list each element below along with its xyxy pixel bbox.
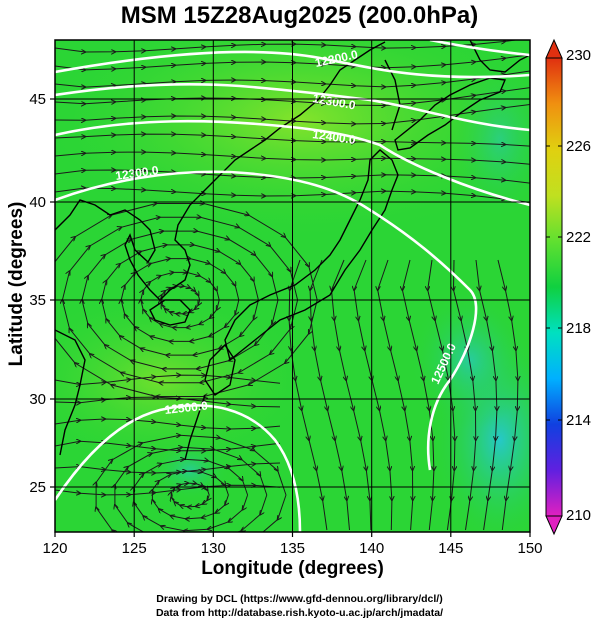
- streamline: [55, 54, 530, 70]
- credit-data: Data from http://database.rish.kyoto-u.a…: [155, 607, 444, 619]
- colorbar-tick-label: 214: [566, 412, 591, 429]
- y-tick-label: 30: [29, 391, 46, 408]
- x-tick-labels: 120 125 130 135 140 145 150: [42, 540, 542, 557]
- streamline: [55, 170, 530, 184]
- contour-labels: 12200.0 12300.0 12400.0 12300.0 12500.0 …: [114, 47, 459, 417]
- y-tick-label: 45: [29, 91, 46, 108]
- x-tick-label: 120: [42, 540, 67, 557]
- streamline: [55, 485, 281, 495]
- streamline: [55, 152, 530, 165]
- colorbar-tick-label: 218: [566, 320, 591, 337]
- x-tick-label: 135: [280, 540, 305, 557]
- colorbar-tick-label: 230: [566, 47, 591, 64]
- x-tick-label: 145: [438, 540, 463, 557]
- chart-title: MSM 15Z28Aug2025 (200.0hPa): [120, 2, 479, 29]
- x-tick-label: 130: [201, 540, 226, 557]
- streamline: [454, 259, 476, 531]
- y-tick-label: 40: [29, 194, 46, 211]
- streamline: [475, 259, 497, 531]
- coastline: [55, 40, 530, 461]
- credit-drawing: Drawing by DCL (https://www.gfd-dennou.o…: [156, 593, 443, 605]
- streamline: [55, 419, 281, 429]
- contour-label: 12500.0: [164, 398, 209, 416]
- streamline: [55, 134, 530, 146]
- x-tick-label: 150: [517, 540, 542, 557]
- streamline: [497, 259, 518, 531]
- streamline: [55, 87, 530, 106]
- geopotential-contours: [55, 40, 530, 532]
- streamline: [55, 397, 281, 407]
- streamline: [55, 70, 530, 87]
- x-tick-label: 140: [359, 540, 384, 557]
- y-axis-label: Latitude (degrees): [6, 201, 27, 367]
- streamline: [55, 375, 281, 384]
- colorbar-tick-label: 210: [566, 507, 591, 524]
- streamline: [55, 441, 281, 451]
- contour-label: 12400.0: [312, 127, 357, 147]
- y-tick-label: 35: [29, 292, 46, 309]
- streamline: [55, 104, 530, 124]
- contour-label: 12300.0: [114, 163, 159, 183]
- colorbar: 230 226 222 218 214 210: [545, 38, 591, 536]
- streamline: [55, 188, 530, 204]
- x-tick-label: 125: [122, 540, 147, 557]
- colorbar-tick-label: 222: [566, 229, 591, 246]
- x-axis-label: Longitude (degrees): [201, 558, 384, 579]
- colorbar-tick-label: 226: [566, 138, 591, 155]
- y-tick-labels: 25 30 35 40 45: [29, 91, 46, 496]
- y-tick-label: 25: [29, 479, 46, 496]
- axis-ticks: [50, 98, 531, 537]
- streamline: [55, 463, 281, 473]
- lat-lon-grid: [55, 40, 530, 532]
